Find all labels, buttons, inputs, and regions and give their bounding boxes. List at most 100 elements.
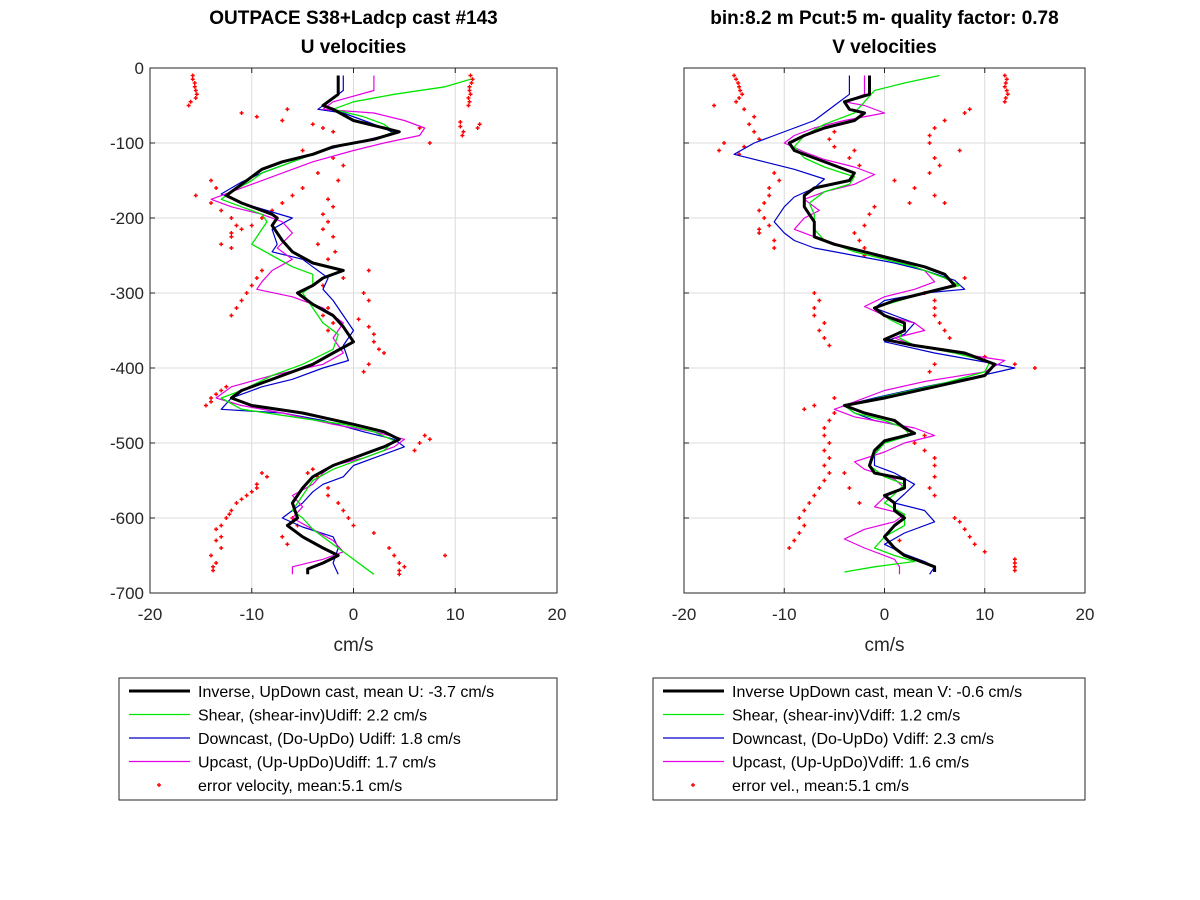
error-velocity-point <box>827 441 832 445</box>
error-velocity-point <box>320 313 325 318</box>
x-tick-label: -20 <box>672 605 697 624</box>
error-velocity-point <box>219 523 224 528</box>
error-velocity-point <box>1032 366 1037 370</box>
error-velocity-point <box>366 362 371 367</box>
error-velocity-point <box>249 283 254 288</box>
y-tick-label: -300 <box>110 284 144 303</box>
error-velocity-point <box>932 193 937 198</box>
v-velocity-panel: bin:8.2 m Pcut:5 m- quality factor: 0.78… <box>652 8 1095 801</box>
error-velocity-point <box>827 343 832 348</box>
error-velocity-point <box>932 493 937 498</box>
error-velocity-point <box>229 508 234 513</box>
error-velocity-point <box>300 186 305 190</box>
error-velocity-point <box>366 298 371 303</box>
error-velocity-point <box>336 501 341 505</box>
error-velocity-point <box>219 208 224 213</box>
x-tick-label: 10 <box>975 605 994 624</box>
error-velocity-point <box>792 538 797 543</box>
error-velocity-point <box>361 291 366 295</box>
error-velocity-point <box>458 120 463 124</box>
error-velocity-point <box>827 137 832 142</box>
error-velocity-point <box>341 163 346 168</box>
error-velocity-point <box>927 486 932 490</box>
error-velocity-point <box>361 369 366 374</box>
error-velocity-point <box>326 219 331 224</box>
error-velocity-point <box>285 107 290 112</box>
error-velocity-point <box>466 103 471 108</box>
x-tick-label: -10 <box>772 605 797 624</box>
error-velocity-point <box>224 384 229 389</box>
x-tick-label: 10 <box>446 605 465 624</box>
error-velocity-point <box>265 474 270 479</box>
error-velocity-point <box>832 396 837 400</box>
legend-label-error: error velocity, mean:5.1 cm/s <box>198 778 402 795</box>
error-velocity-point <box>777 178 782 183</box>
error-velocity-point <box>387 546 392 550</box>
error-velocity-point <box>857 238 862 243</box>
error-velocity-point <box>392 553 397 558</box>
error-velocity-point <box>259 216 264 220</box>
error-velocity-point <box>331 234 336 239</box>
error-velocity-point <box>475 126 480 130</box>
error-velocity-point <box>227 512 232 517</box>
error-velocity-point <box>912 186 917 190</box>
error-velocity-point <box>188 99 193 104</box>
error-velocity-point <box>192 84 197 89</box>
error-velocity-point <box>1012 557 1017 562</box>
error-velocity-point <box>912 441 917 445</box>
error-velocity-point <box>333 249 338 254</box>
legend-swatch-error <box>157 783 161 787</box>
error-velocity-point <box>1004 77 1009 82</box>
error-velocity-point <box>280 118 285 123</box>
legend-label-0: Inverse, UpDown cast, mean U: -3.7 cm/s <box>198 684 494 701</box>
error-velocity-point <box>1012 568 1017 573</box>
error-velocity-point <box>254 114 259 119</box>
error-velocity-point <box>190 73 195 78</box>
error-velocity-point <box>320 227 325 232</box>
error-velocity-point <box>239 497 244 502</box>
error-velocity-point <box>857 163 862 168</box>
error-velocity-point <box>239 227 244 232</box>
error-velocity-point <box>957 519 962 524</box>
error-velocity-point <box>315 171 320 175</box>
error-velocity-point <box>477 122 482 127</box>
x-tick-label: 20 <box>1076 605 1095 624</box>
error-velocity-point <box>234 306 239 310</box>
error-velocity-point <box>366 324 371 329</box>
error-velocity-point <box>326 486 331 490</box>
error-velocity-point <box>219 534 224 539</box>
error-velocity-point <box>832 144 837 149</box>
error-velocity-point <box>203 403 208 408</box>
error-velocity-point <box>234 501 239 505</box>
error-velocity-point <box>812 313 817 318</box>
error-velocity-point <box>852 231 857 235</box>
error-velocity-point <box>239 298 244 303</box>
error-velocity-point <box>817 298 822 303</box>
legend-label-0: Inverse UpDown cast, mean V: -0.6 cm/s <box>732 684 1022 701</box>
error-velocity-point <box>219 546 224 550</box>
error-velocity-point <box>280 201 285 205</box>
legend-swatch-error <box>691 783 695 787</box>
error-velocity-point <box>737 84 742 89</box>
error-velocity-point <box>942 118 947 123</box>
error-velocity-point <box>469 81 474 85</box>
error-velocity-point <box>315 242 320 247</box>
error-velocity-point <box>1003 81 1008 85</box>
error-velocity-point <box>732 73 737 78</box>
error-velocity-point <box>847 156 852 160</box>
error-velocity-point <box>310 122 315 127</box>
error-velocity-point <box>371 332 376 337</box>
error-velocity-point <box>982 549 987 554</box>
error-velocity-point <box>797 531 802 535</box>
error-velocity-point <box>942 328 947 333</box>
error-velocity-point <box>229 216 234 220</box>
error-velocity-point <box>862 223 867 228</box>
error-velocity-point <box>254 486 259 490</box>
plot-data-group <box>186 73 482 577</box>
legend-box <box>652 677 1086 801</box>
error-velocity-point <box>822 463 827 468</box>
error-velocity-point <box>827 456 832 460</box>
error-velocity-point <box>952 516 957 520</box>
error-velocity-point <box>827 471 832 475</box>
error-velocity-point <box>736 81 741 85</box>
